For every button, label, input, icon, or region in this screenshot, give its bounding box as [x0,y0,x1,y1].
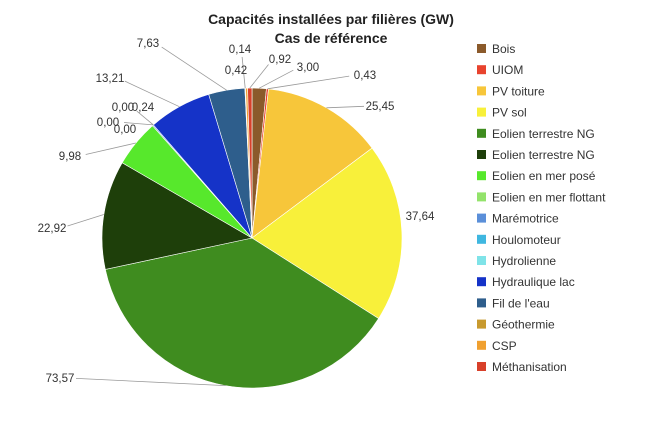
data-label: 0,00 [114,124,136,136]
legend-entry: Eolien en mer posé [492,169,596,183]
legend-swatch [477,319,486,329]
legend-swatch [477,128,486,138]
legend-swatch [477,107,486,117]
leader-line [85,142,136,155]
legend-swatch [477,65,486,75]
legend-swatch [477,298,486,308]
legend-entry: Eolien en mer flottant [492,190,606,204]
data-label: 0,14 [229,44,252,56]
data-label: 0,00 [97,117,119,129]
leader-lines [67,46,365,386]
leader-line [67,214,104,227]
legend-swatch [477,192,486,202]
data-label: 13,21 [96,73,125,85]
leader-line [161,46,227,91]
data-label: 9,98 [59,151,81,163]
legend-entry: Méthanisation [492,360,567,374]
legend-entry: Géothermie [492,318,555,332]
legend-swatch [477,150,486,159]
legend-entry: Hydrolienne [492,254,556,268]
data-label: 0,24 [132,102,155,114]
legend-entry: Bois [492,42,515,56]
legend-swatch [477,340,486,350]
leader-line [259,69,294,89]
legend-entry: Eolien terrestre NG [492,148,595,162]
legend-swatch [477,234,486,244]
chart-title: Capacités installées par filières (GW) [208,11,454,27]
leader-line [249,64,269,89]
leader-line [267,75,350,90]
data-label: 0,42 [225,65,247,77]
pie-slices [101,87,403,389]
legend-entry: CSP [492,339,517,353]
legend-entry: Eolien terrestre NG [492,127,595,141]
data-label: 3,00 [297,62,319,74]
leader-line [326,105,365,109]
data-label: 73,57 [46,373,75,385]
pie-slice [247,87,253,239]
leader-line [136,110,154,126]
leader-line [123,122,154,126]
data-label: 25,45 [366,101,395,113]
legend-entry: Fil de l'eau [492,296,550,310]
legend-swatch [477,213,486,223]
pie-slice [251,88,373,239]
legend-swatch [477,362,486,371]
legend-swatch [477,86,486,96]
legend-swatch [477,44,486,53]
legend-entry: Marémotrice [492,212,559,226]
legend-entry: Hydraulique lac [492,275,575,289]
legend-entry: UIOM [492,63,523,77]
legend: Bois UIOM PV toiture PV sol Eolien terrestre… [477,42,606,374]
pie-slice [251,147,403,319]
data-label: 7,63 [137,38,159,50]
leader-line [75,378,226,386]
leader-line [241,56,246,89]
data-label: 0,43 [354,70,376,82]
data-label: 0,00 [112,102,134,114]
legend-entry: PV toiture [492,84,545,98]
pie-slice [101,162,253,270]
legend-entry: PV sol [492,106,527,120]
data-label: 37,64 [406,211,435,223]
data-label: 22,92 [38,223,67,235]
legend-entry: Houlomoteur [492,233,561,247]
leader-line [124,80,180,108]
data-label: 0,92 [269,54,291,66]
data-labels: 3,000,4325,4537,6473,5722,929,980,000,24… [38,38,435,385]
legend-swatch [477,256,486,265]
legend-swatch [477,277,486,287]
chart-subtitle: Cas de référence [275,30,388,46]
legend-swatch [477,171,486,181]
